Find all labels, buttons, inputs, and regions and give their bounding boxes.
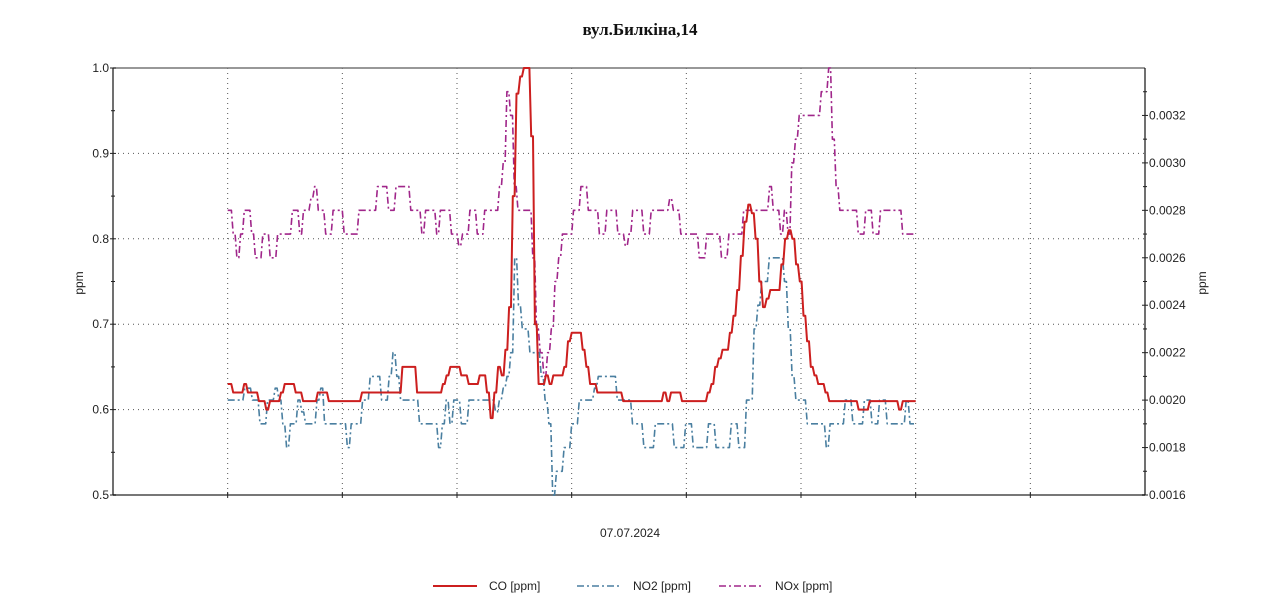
y-left-tick-label: 0.6	[92, 403, 109, 417]
y-left-tick-label: 1.0	[92, 61, 109, 75]
y-left-tick-label: 0.9	[92, 146, 109, 160]
y-axis-right-label: ppm	[1195, 271, 1209, 294]
legend-label-no2: NO2 [ppm]	[633, 579, 691, 593]
y-right-tick-label: 0.0024	[1149, 298, 1186, 312]
y-left-tick-label: 0.5	[92, 488, 109, 502]
y-left-ticks: 0.5 0.6 0.7 0.8 0.9 1.0	[92, 61, 116, 502]
series-line-nox	[227, 67, 916, 378]
x-axis-label: 07.07.2024	[600, 526, 660, 540]
y-right-ticks: 0.0016 0.0018 0.0020 0.0022 0.0024 0.0026 0.00…	[1142, 91, 1186, 502]
series-line-co	[227, 67, 916, 420]
y-right-tick-label: 0.0018	[1149, 441, 1186, 455]
y-right-tick-label: 0.0026	[1149, 251, 1186, 265]
y-right-tick-label: 0.0028	[1149, 203, 1186, 217]
y-right-tick-label: 0.0020	[1149, 393, 1186, 407]
axes	[112, 67, 1146, 498]
chart-title: вул.Билкіна,14	[582, 20, 698, 39]
y-right-tick-label: 0.0032	[1149, 108, 1186, 122]
y-left-tick-label: 0.8	[92, 232, 109, 246]
y-left-tick-label: 0.7	[92, 317, 109, 331]
y-axis-left-label: ppm	[72, 271, 86, 294]
legend-label-co: CO [ppm]	[489, 579, 540, 593]
series-group	[227, 67, 916, 496]
y-right-tick-label: 0.0016	[1149, 488, 1186, 502]
legend-label-nox: NOx [ppm]	[775, 579, 832, 593]
y-right-tick-label: 0.0030	[1149, 156, 1186, 170]
y-right-tick-label: 0.0022	[1149, 346, 1186, 360]
legend: CO [ppm] NO2 [ppm] NOx [ppm]	[433, 579, 832, 593]
grid	[113, 68, 1145, 495]
